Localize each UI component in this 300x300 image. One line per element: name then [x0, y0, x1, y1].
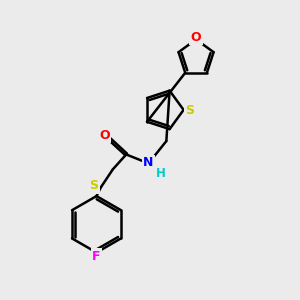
Text: H: H: [156, 167, 166, 180]
Text: S: S: [186, 104, 195, 117]
Text: O: O: [191, 31, 201, 44]
Text: N: N: [143, 156, 154, 169]
Text: S: S: [89, 179, 98, 192]
Text: O: O: [99, 129, 110, 142]
Text: F: F: [92, 250, 101, 262]
